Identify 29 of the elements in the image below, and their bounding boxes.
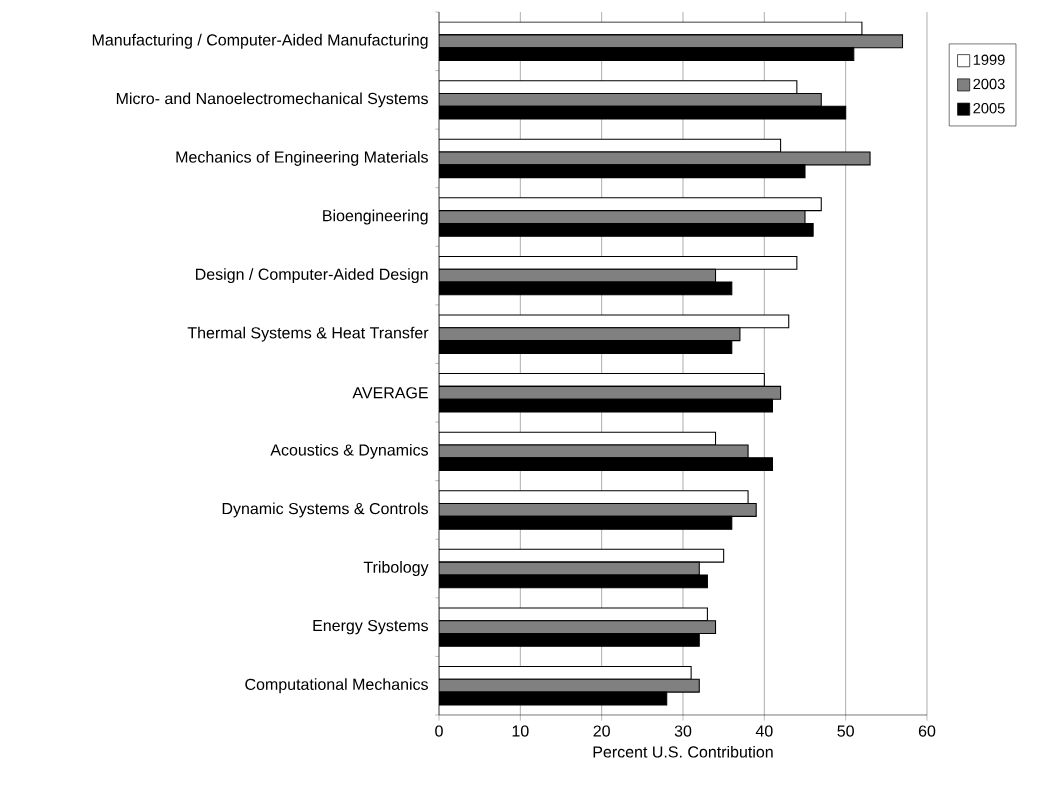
x-tick-label: 10 [512,725,529,737]
y-tick-label: AVERAGE [352,387,428,399]
y-tick-label: Acoustics & Dynamics [270,443,428,459]
y-tick-label: Micro- and Nanoelectromechanical Systems [116,92,428,108]
y-tick-label: Mechanics of Engineering Materials [176,151,428,166]
bar [439,620,717,635]
legend-label: 1999 [973,54,1005,65]
y-tick-label: Manufacturing / Computer-Aided Manufacturing [92,33,428,49]
y-tick-label: Thermal Systems & Heat Transfer [187,326,429,342]
bar [439,327,741,342]
y-tick-label: Computational Mechanics [245,678,428,694]
x-tick-label: 30 [674,725,692,737]
y-tick-label: Dynamic Systems & Controls [222,502,428,518]
x-tick-label: 0 [435,725,443,737]
y-tick-label: Energy Systems [313,619,428,635]
bar [439,210,806,224]
x-axis-title: Percent U.S. Contribution [593,745,773,758]
bar [439,92,822,107]
y-tick-label: Design / Computer-Aided Design [196,268,428,284]
bar [439,503,757,517]
legend-label: 2003 [973,78,1005,90]
bar [439,385,782,400]
legend-label: 2005 [973,103,1005,114]
x-tick-label: 50 [837,725,854,737]
y-tick-label: Bioengineering [323,209,428,225]
x-tick-label: 40 [755,725,773,737]
y-tick-label: Tribology [363,561,429,576]
x-tick-label: 60 [918,725,936,737]
x-tick-label: 20 [593,725,610,737]
